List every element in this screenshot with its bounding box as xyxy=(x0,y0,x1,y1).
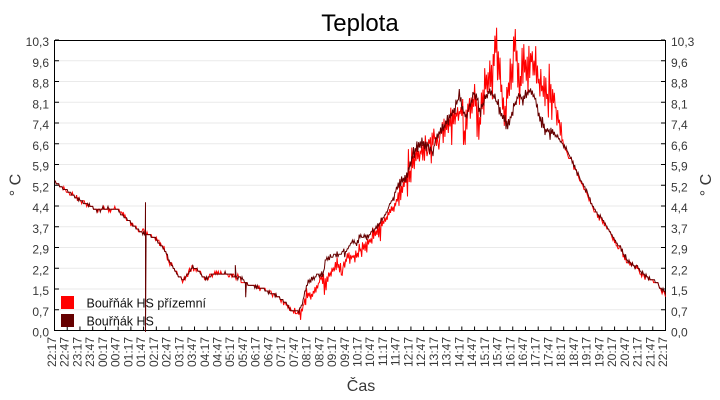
svg-text:08:47: 08:47 xyxy=(312,337,326,367)
svg-text:6,6: 6,6 xyxy=(32,139,49,153)
svg-text:Bouřňák HS přízemní: Bouřňák HS přízemní xyxy=(87,297,207,311)
svg-text:17:47: 17:47 xyxy=(541,337,555,367)
svg-text:0,0: 0,0 xyxy=(32,326,49,340)
svg-text:9,6: 9,6 xyxy=(671,56,688,70)
svg-text:02:47: 02:47 xyxy=(160,337,174,367)
svg-text:7,4: 7,4 xyxy=(671,118,688,132)
svg-text:1,5: 1,5 xyxy=(32,284,49,298)
svg-text:04:17: 04:17 xyxy=(198,337,212,367)
svg-text:9,6: 9,6 xyxy=(32,56,49,70)
svg-text:° C: ° C xyxy=(698,174,715,196)
svg-text:11:47: 11:47 xyxy=(389,337,403,366)
svg-text:13:47: 13:47 xyxy=(440,337,454,367)
svg-text:03:17: 03:17 xyxy=(172,337,186,367)
svg-text:Bouřňák HS: Bouřňák HS xyxy=(87,315,154,329)
svg-text:0,7: 0,7 xyxy=(671,305,688,319)
svg-text:17:17: 17:17 xyxy=(529,337,543,367)
svg-text:20:47: 20:47 xyxy=(618,337,632,367)
svg-text:5,2: 5,2 xyxy=(671,180,688,194)
svg-text:5,9: 5,9 xyxy=(671,160,688,174)
svg-text:00:17: 00:17 xyxy=(96,337,110,367)
svg-text:21:47: 21:47 xyxy=(643,337,657,367)
svg-text:10,3: 10,3 xyxy=(26,35,50,49)
svg-text:° C: ° C xyxy=(8,174,25,196)
svg-text:18:17: 18:17 xyxy=(554,337,568,367)
svg-text:07:47: 07:47 xyxy=(287,337,301,367)
svg-text:8,1: 8,1 xyxy=(671,97,688,111)
svg-text:06:47: 06:47 xyxy=(261,337,275,367)
svg-text:20:17: 20:17 xyxy=(605,337,619,367)
svg-text:2,2: 2,2 xyxy=(32,263,49,277)
svg-text:2,2: 2,2 xyxy=(671,263,688,277)
svg-text:10:17: 10:17 xyxy=(351,337,365,367)
svg-text:0,7: 0,7 xyxy=(32,305,49,319)
svg-text:16:47: 16:47 xyxy=(516,337,530,367)
svg-text:22:17: 22:17 xyxy=(45,337,59,367)
svg-text:01:17: 01:17 xyxy=(121,337,135,367)
svg-text:12:47: 12:47 xyxy=(414,337,428,367)
svg-text:05:47: 05:47 xyxy=(236,337,250,367)
svg-text:23:47: 23:47 xyxy=(83,337,97,367)
svg-text:2,9: 2,9 xyxy=(671,243,688,257)
svg-text:7,4: 7,4 xyxy=(32,118,49,132)
svg-text:23:17: 23:17 xyxy=(70,337,84,367)
svg-text:10:47: 10:47 xyxy=(363,337,377,367)
svg-text:22:47: 22:47 xyxy=(58,337,72,367)
svg-text:15:47: 15:47 xyxy=(491,337,505,367)
svg-text:03:47: 03:47 xyxy=(185,337,199,367)
svg-text:5,9: 5,9 xyxy=(32,160,49,174)
svg-text:4,4: 4,4 xyxy=(671,201,688,215)
svg-text:13:17: 13:17 xyxy=(427,337,441,367)
svg-text:6,6: 6,6 xyxy=(671,139,688,153)
svg-text:14:47: 14:47 xyxy=(465,337,479,367)
svg-text:4,4: 4,4 xyxy=(32,201,49,215)
svg-text:21:17: 21:17 xyxy=(631,337,645,367)
svg-text:22:17: 22:17 xyxy=(656,337,670,367)
svg-text:8,8: 8,8 xyxy=(32,77,49,91)
svg-text:8,8: 8,8 xyxy=(671,77,688,91)
svg-text:12:17: 12:17 xyxy=(401,337,415,367)
svg-text:18:47: 18:47 xyxy=(567,337,581,367)
svg-text:10,3: 10,3 xyxy=(671,35,695,49)
svg-text:3,7: 3,7 xyxy=(32,222,49,236)
svg-text:15:17: 15:17 xyxy=(478,337,492,367)
svg-text:16:17: 16:17 xyxy=(503,337,517,367)
svg-text:05:17: 05:17 xyxy=(223,337,237,367)
svg-text:1,5: 1,5 xyxy=(671,284,688,298)
svg-text:19:17: 19:17 xyxy=(580,337,594,367)
svg-text:8,1: 8,1 xyxy=(32,97,49,111)
svg-text:02:17: 02:17 xyxy=(147,337,161,367)
svg-text:07:17: 07:17 xyxy=(274,337,288,367)
svg-text:06:17: 06:17 xyxy=(249,337,263,367)
svg-text:01:47: 01:47 xyxy=(134,337,148,367)
svg-text:04:47: 04:47 xyxy=(210,337,224,367)
svg-text:08:17: 08:17 xyxy=(300,337,314,367)
svg-text:3,7: 3,7 xyxy=(671,222,688,236)
svg-text:19:47: 19:47 xyxy=(592,337,606,367)
svg-text:2,9: 2,9 xyxy=(32,243,49,257)
svg-text:09:47: 09:47 xyxy=(338,337,352,367)
svg-text:09:17: 09:17 xyxy=(325,337,339,367)
svg-text:5,2: 5,2 xyxy=(32,180,49,194)
svg-text:0,0: 0,0 xyxy=(671,326,688,340)
svg-text:Čas: Čas xyxy=(347,376,375,395)
svg-text:14:17: 14:17 xyxy=(452,337,466,367)
svg-text:11:17: 11:17 xyxy=(376,337,390,366)
svg-text:00:47: 00:47 xyxy=(109,337,123,367)
svg-text:Teplota: Teplota xyxy=(321,10,399,37)
